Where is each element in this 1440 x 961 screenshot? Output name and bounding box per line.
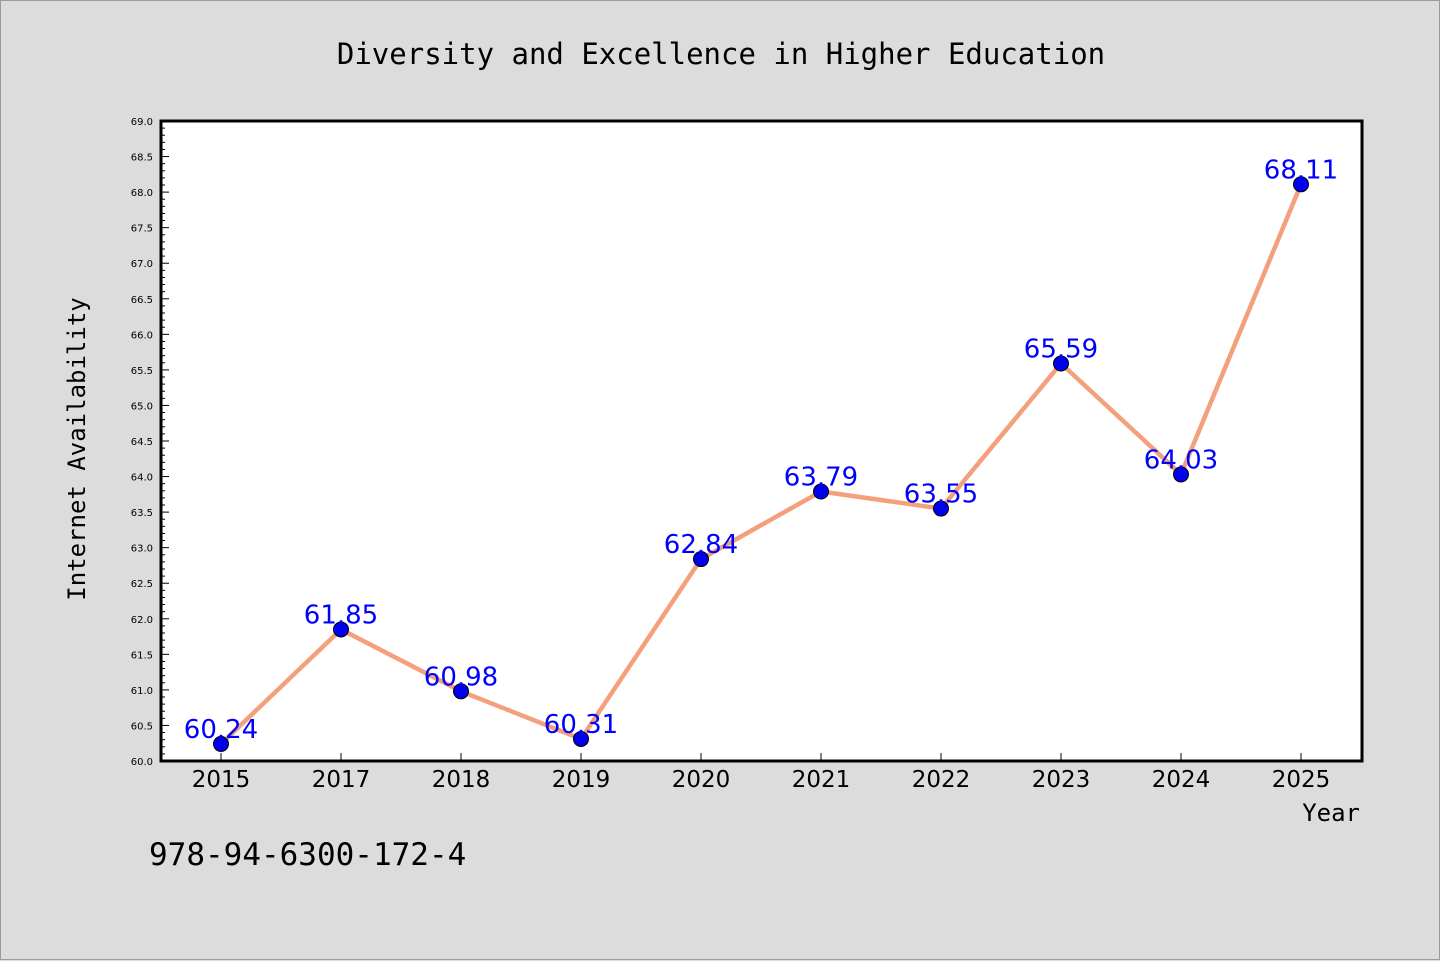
data-point-marker	[1173, 466, 1189, 483]
y-tick-label: 66.5	[131, 295, 153, 306]
data-point-marker	[933, 500, 949, 517]
data-label: 61.85	[304, 600, 378, 630]
x-tick-label: 2017	[312, 767, 371, 793]
y-tick-label: 61.0	[131, 686, 153, 697]
y-tick-label: 66.0	[131, 330, 153, 341]
y-axis: 60.0 60.5 61.0 61.5 62.0 62.5 63.0 63.5 64.0 64.5…	[131, 117, 169, 768]
x-tick-label: 2024	[1152, 767, 1211, 793]
y-tick-label: 68.5	[131, 153, 153, 164]
y-tick-label: 67.5	[131, 224, 153, 235]
y-tick-label: 63.5	[131, 508, 153, 519]
data-point-marker	[453, 683, 469, 700]
y-tick-label: 61.5	[131, 650, 153, 661]
data-label: 60.24	[184, 715, 258, 745]
y-tick-label: 64.0	[131, 473, 153, 484]
x-tick-label: 2023	[1032, 767, 1091, 793]
y-tick-label: 67.0	[131, 259, 153, 270]
x-axis-label: Year	[1302, 799, 1360, 827]
y-tick-label: 63.0	[131, 544, 153, 555]
y-tick-label: 65.5	[131, 366, 153, 377]
chart-title: Diversity and Excellence in Higher Educa…	[337, 37, 1105, 71]
x-tick-label: 2018	[432, 767, 491, 793]
data-label: 60.31	[544, 710, 618, 740]
y-tick-label: 65.0	[131, 401, 153, 412]
data-label: 65.59	[1024, 334, 1098, 364]
data-point-marker	[573, 730, 589, 747]
x-tick-label: 2020	[672, 767, 731, 793]
data-point-marker	[1053, 355, 1069, 372]
x-axis: 2015 2017 2018 2019 2020 2021 2022 2023 2024 2025	[192, 753, 1331, 793]
data-label: 63.79	[784, 462, 858, 492]
data-label: 62.84	[664, 530, 738, 560]
data-label: 63.55	[904, 480, 978, 510]
plot-border	[159, 119, 1364, 763]
y-tick-label: 64.5	[131, 437, 153, 448]
plot-area	[161, 121, 1362, 761]
data-point-marker	[813, 483, 829, 500]
isbn-annotation: 978-94-6300-172-4	[149, 837, 466, 873]
x-tick-label: 2015	[192, 767, 251, 793]
series-line-group: 60.24 61.85 60.98 60.31 62.84 63.79 63.55 65.59…	[184, 155, 1338, 752]
y-tick-label: 69.0	[131, 117, 153, 128]
data-label: 60.98	[424, 662, 498, 692]
y-axis-label: Internet Availability	[63, 297, 91, 600]
x-tick-label: 2025	[1272, 767, 1331, 793]
x-tick-label: 2021	[792, 767, 851, 793]
data-label: 68.11	[1264, 155, 1338, 185]
y-tick-label: 68.0	[131, 188, 153, 199]
y-tick-label: 62.5	[131, 579, 153, 590]
x-tick-label: 2019	[552, 767, 611, 793]
data-point-marker	[333, 621, 349, 638]
data-point-marker	[693, 551, 709, 568]
data-point-marker	[1293, 176, 1309, 193]
data-label: 64.03	[1144, 445, 1218, 475]
series-line	[218, 182, 1304, 747]
y-tick-label: 60.5	[131, 721, 153, 732]
y-tick-label: 60.0	[131, 757, 153, 768]
y-tick-label: 62.0	[131, 615, 153, 626]
data-point-marker	[213, 735, 229, 752]
x-tick-label: 2022	[912, 767, 971, 793]
